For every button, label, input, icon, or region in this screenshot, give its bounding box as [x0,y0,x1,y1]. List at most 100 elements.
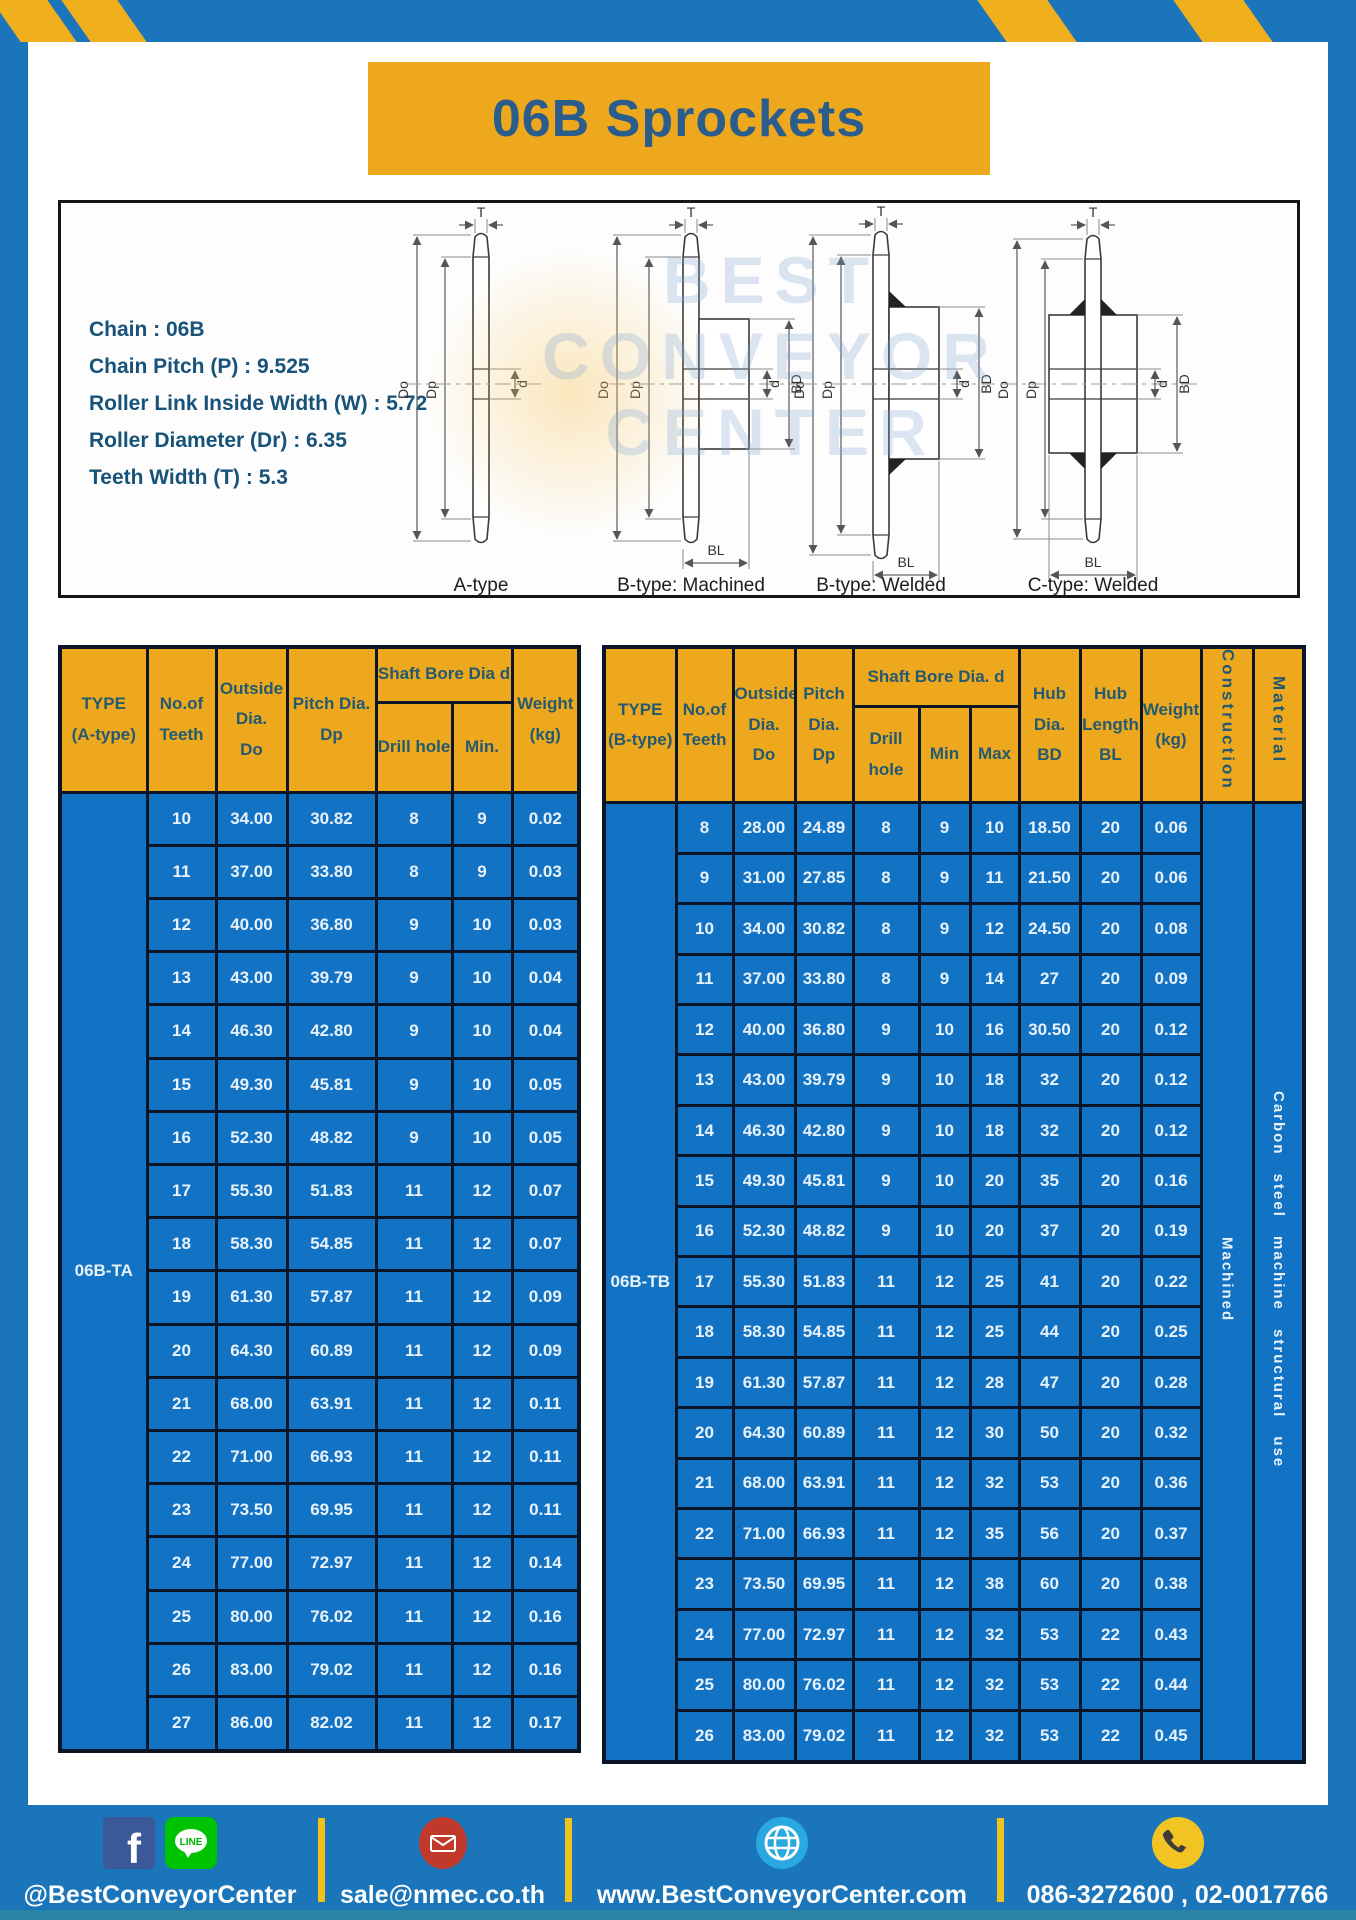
spec-line: Chain Pitch (P) : 9.525 [89,355,310,378]
data-cell: 9 [851,1204,921,1259]
col-header-shaft-bore: Shaft Bore Dia. d [851,645,1021,708]
data-cell: 9 [917,952,972,1007]
data-cell: 48.82 [285,1109,378,1166]
data-cell: 0.12 [1139,1002,1203,1057]
data-cell: 20 [1078,1355,1143,1410]
data-cell: 15 [145,1056,218,1113]
data-cell: 53 [1017,1658,1082,1712]
data-cell: 11 [851,1456,921,1511]
data-cell: 26 [145,1641,218,1698]
data-cell: 40.00 [214,896,289,954]
svg-text:Do: Do [995,381,1011,399]
data-cell: 73.50 [731,1557,797,1611]
data-cell: 26 [674,1708,735,1764]
col-header-construction: Construction [1199,645,1255,805]
data-cell: 20 [968,1204,1021,1259]
data-cell: 10 [450,1109,514,1166]
data-cell: 0.16 [510,1588,581,1645]
data-cell: 66.93 [793,1507,855,1561]
data-cell: 58.30 [214,1216,289,1273]
col-header-hub-length: Hub Length BL [1078,645,1143,805]
data-cell: 0.44 [1139,1658,1203,1712]
data-cell: 38 [968,1557,1021,1611]
data-cell: 11 [374,1162,454,1220]
table-row: 25 80.00 76.02 11 12 32 53 22 0.44 [604,1658,1304,1712]
data-cell: 10 [450,1056,514,1113]
spec-line: Chain : 06B [89,318,205,341]
data-cell: 42.80 [285,1003,378,1060]
data-cell: 86.00 [214,1694,289,1753]
data-cell: 20 [1078,801,1143,855]
data-cell: 56 [1017,1507,1082,1561]
page-title: 06B Sprockets [491,89,867,148]
data-cell: 53 [1017,1708,1082,1764]
data-cell: 11 [851,1658,921,1712]
data-cell: 0.06 [1139,851,1203,906]
data-cell: 57.87 [793,1355,855,1410]
data-cell: 25 [968,1305,1021,1359]
data-cell: 0.11 [510,1428,581,1486]
diagram-a-type: Do Dp T d A-type [395,204,547,595]
sprocket-diagrams: Do Dp T d A-type [395,203,1197,595]
svg-text:Dp: Dp [819,381,835,399]
col-header-hub-dia: Hub Dia. BD [1017,645,1082,805]
table-row: 20 64.30 60.89 11 12 30 50 20 0.32 [604,1406,1304,1460]
data-cell: 10 [917,1002,972,1057]
data-cell: 8 [851,801,921,855]
data-cell: 24.50 [1017,902,1082,956]
data-cell: 23 [674,1557,735,1611]
data-cell: 0.07 [510,1216,581,1273]
data-cell: 52.30 [731,1204,797,1259]
diagram-b-type-welded: Do Dp T d [791,203,995,595]
data-cell: 17 [674,1255,735,1309]
col-header-drill-hole: Drill hole [851,704,921,805]
data-cell: 0.04 [510,950,581,1007]
col-header-pitch-dia: Pitch Dia. Dp [285,645,378,794]
data-cell: 64.30 [731,1406,797,1460]
table-row: 14 46.30 42.80 9 10 0.04 [60,1003,581,1060]
data-cell: 11 [851,1355,921,1410]
data-cell: 20 [1078,1507,1143,1561]
svg-text:BL: BL [897,554,914,570]
data-cell: 39.79 [285,950,378,1007]
data-cell: 21.50 [1017,851,1082,906]
corner-stripe-icon [1173,0,1273,42]
data-cell: 10 [917,1053,972,1107]
table-row: 12 40.00 36.80 9 10 0.03 [60,896,581,954]
email-address: sale@nmec.co.th [339,1881,545,1909]
data-cell: 9 [374,1056,454,1113]
data-cell: 11 [374,1428,454,1486]
data-cell: 19 [674,1355,735,1410]
data-cell: 12 [450,1375,514,1432]
data-cell: 12 [917,1507,972,1561]
data-cell: 60.89 [285,1322,378,1379]
data-cell: 9 [917,902,972,956]
data-cell: 22 [1078,1708,1143,1764]
data-cell: 11 [851,1557,921,1611]
data-cell: 18.50 [1017,801,1082,855]
vertical-cell: Machined [1199,801,1255,1764]
data-cell: 20 [1078,1557,1143,1611]
data-cell: 20 [1078,1255,1143,1309]
data-cell: 30.82 [793,902,855,956]
data-cell: 53 [1017,1607,1082,1662]
data-cell: 11 [674,952,735,1007]
data-cell: 58.30 [731,1305,797,1359]
sprocket-table-a-type: TYPE (A-type) No.of Teeth Outside Dia. D… [58,645,581,1753]
globe-icon [756,1817,808,1869]
col-header-type: TYPE (A-type) [58,645,149,794]
col-header-material: Material [1251,645,1306,805]
data-cell: 0.37 [1139,1507,1203,1561]
data-cell: 13 [145,950,218,1007]
data-cell: 0.04 [510,1003,581,1060]
data-cell: 11 [851,1507,921,1561]
data-cell: 11 [374,1322,454,1379]
data-cell: 12 [450,1535,514,1592]
data-cell: 53 [1017,1456,1082,1511]
facebook-icon: f [103,1817,155,1869]
data-cell: 77.00 [214,1535,289,1592]
table-row: 18 58.30 54.85 11 12 0.07 [60,1216,581,1273]
table-row: 14 46.30 42.80 9 10 18 32 20 0.12 [604,1103,1304,1158]
data-cell: 71.00 [731,1507,797,1561]
svg-text:Do: Do [395,381,411,399]
